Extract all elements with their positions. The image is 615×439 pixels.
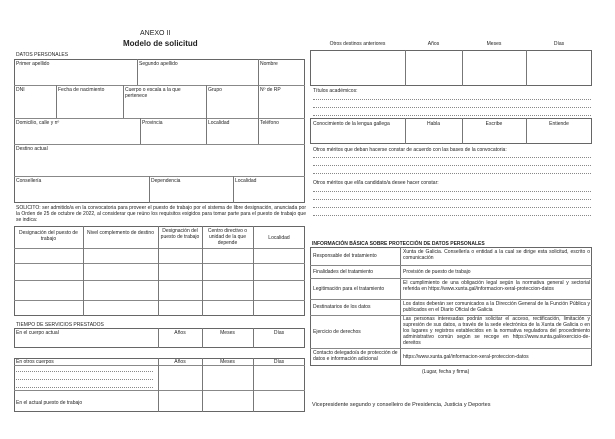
row-value: Provisión de puesto de trabajo	[403, 269, 471, 275]
column-header: Entiende	[549, 121, 569, 127]
column-header: Designación del puesto de trabajo	[19, 230, 78, 242]
column-header: Años	[174, 330, 186, 336]
column-header: Años	[427, 41, 440, 47]
row-label: Destinatarios de los datos	[313, 304, 371, 310]
firma-label: (Lugar, fecha y firma)	[422, 369, 470, 375]
page-title: Modelo de solicitud	[123, 39, 198, 48]
meritos-candidato-label: Otros méritos que el/la candidato/a dese…	[313, 180, 439, 186]
proteccion-table	[310, 247, 592, 366]
otros-destinos-table[interactable]	[310, 50, 592, 86]
row-value: Los datos deberán ser comunicados a la D…	[403, 301, 590, 313]
meritos-bases-label: Otros méritos que deban hacerse constar …	[313, 147, 507, 153]
personal-data-table	[14, 59, 305, 203]
column-header: Localidad	[268, 235, 290, 241]
field-nombre[interactable]: Nombre	[260, 61, 278, 67]
column-header: Otros destinos anteriores	[329, 41, 386, 47]
row-label: Legitimación para el tratamiento	[313, 286, 385, 292]
actual-puesto-label: En el actual puesto de trabajo	[16, 400, 83, 406]
column-header: Días	[553, 41, 565, 47]
puesto-table	[14, 226, 305, 316]
column-header: Meses	[220, 330, 235, 336]
field-localidad[interactable]: Localidad	[208, 120, 230, 126]
row-label: Ejercicio de derechos	[313, 329, 361, 335]
column-header: Centro directivo o unidad de la que depe…	[207, 228, 248, 246]
lengua-table[interactable]	[310, 118, 592, 144]
otros-cuerpos-label: En otros cuerpos	[16, 359, 54, 365]
row-label: Responsable del tratamiento	[313, 253, 377, 259]
column-header: Meses	[220, 359, 235, 365]
field-localidad-destino[interactable]: Localidad	[235, 178, 257, 184]
section-heading: DATOS PERSONALES	[16, 52, 69, 58]
field-conselleria[interactable]: Consellería	[16, 178, 42, 184]
field-nrp[interactable]: Nº de RP	[260, 87, 281, 93]
row-label: Finalidades del tratamiento	[313, 269, 374, 275]
otros-cuerpos-table	[14, 358, 305, 412]
row-label: Contacto delegado/a de protección de dat…	[313, 350, 398, 362]
column-header: Designación del puesto de trabajo	[160, 228, 200, 240]
section-heading: INFORMACIÓN BÁSICA SOBRE PROTECCIÓN DE D…	[312, 241, 485, 247]
field-dni[interactable]: DNI	[16, 87, 25, 93]
column-header: Años	[174, 359, 186, 365]
lengua-label: Conocimiento de la lengua gallega	[313, 121, 390, 127]
row-value: Xunta de Galicia. Consellería o entidad …	[403, 249, 590, 261]
field-domicilio[interactable]: Domicilio, calle y nº	[16, 120, 60, 126]
solicito-text: SOLICITO: ser admitido/a en la convocato…	[16, 205, 306, 223]
cuerpo-actual-label: En el cuerpo actual	[16, 330, 59, 336]
column-header: Escribe	[485, 121, 503, 127]
field-cuerpo[interactable]: Cuerpo o escala a la que pertenece	[125, 87, 181, 99]
field-provincia[interactable]: Provincia	[142, 120, 163, 126]
field-primer-apellido[interactable]: Primer apellido	[16, 61, 50, 67]
row-value: Las personas interesadas podrán solicita…	[403, 316, 590, 346]
titulos-label: Títulos académicos:	[313, 88, 358, 94]
cuerpo-actual-table	[14, 328, 305, 348]
column-header: Nivel complemento de destino	[87, 230, 154, 236]
field-grupo[interactable]: Grupo	[208, 87, 222, 93]
row-value: https://www.xunta.gal/informacion-xeral-…	[403, 354, 529, 360]
field-fecha-nacimiento[interactable]: Fecha de nacimiento	[58, 87, 105, 93]
column-header: Días	[273, 330, 285, 336]
row-value: El cumplimiento de una obligación legal …	[403, 280, 590, 292]
field-dependencia[interactable]: Dependencia	[151, 178, 181, 184]
column-header: Habla	[426, 121, 441, 127]
annex-label: ANEXO II	[140, 30, 171, 37]
section-heading: TIEMPO DE SERVICIOS PRESTADOS	[16, 322, 104, 328]
field-segundo-apellido[interactable]: Segundo apellido	[139, 61, 178, 67]
field-destino[interactable]: Destino actual	[16, 146, 48, 152]
column-header: Meses	[486, 41, 502, 47]
column-header: Días	[273, 359, 285, 365]
field-telefono[interactable]: Teléfono	[260, 120, 279, 126]
destinatario: Vicepresidente segundo y conselleiro de …	[312, 402, 491, 408]
